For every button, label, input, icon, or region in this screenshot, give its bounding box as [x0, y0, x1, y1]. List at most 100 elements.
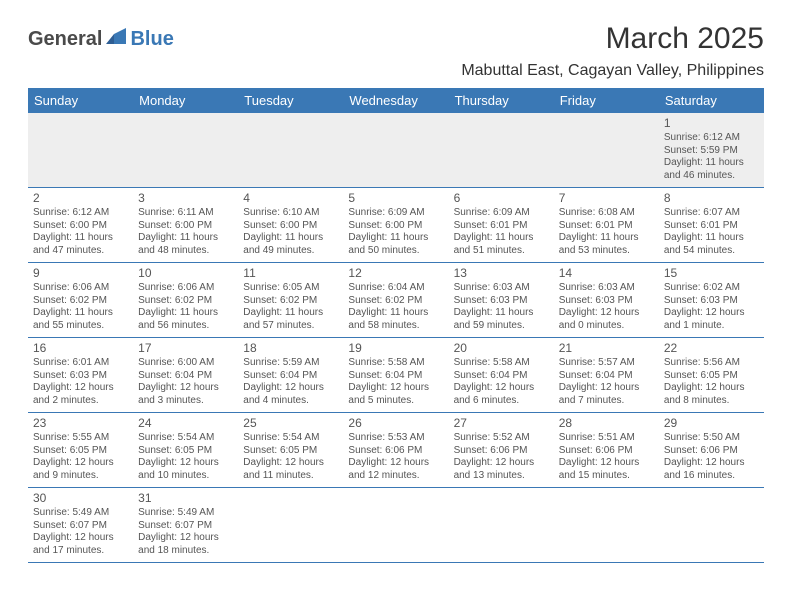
empty-cell — [28, 113, 133, 187]
day-number: 18 — [243, 341, 338, 355]
sunset-text: Sunset: 6:03 PM — [559, 295, 654, 308]
daylight-text: and 50 minutes. — [348, 245, 443, 258]
day-number: 14 — [559, 266, 654, 280]
daylight-text: Daylight: 12 hours — [138, 382, 233, 395]
day-header-wed: Wednesday — [343, 88, 448, 113]
logo: General Blue — [28, 28, 174, 51]
day-cell: 31Sunrise: 5:49 AMSunset: 6:07 PMDayligh… — [133, 488, 238, 562]
sunrise-text: Sunrise: 5:59 AM — [243, 357, 338, 370]
daylight-text: Daylight: 12 hours — [454, 382, 549, 395]
sunset-text: Sunset: 6:04 PM — [454, 370, 549, 383]
day-number: 12 — [348, 266, 443, 280]
empty-cell — [449, 113, 554, 187]
sunset-text: Sunset: 6:06 PM — [348, 445, 443, 458]
day-cell: 4Sunrise: 6:10 AMSunset: 6:00 PMDaylight… — [238, 188, 343, 262]
week-row: 9Sunrise: 6:06 AMSunset: 6:02 PMDaylight… — [28, 263, 764, 338]
empty-cell — [343, 488, 448, 562]
day-cell: 19Sunrise: 5:58 AMSunset: 6:04 PMDayligh… — [343, 338, 448, 412]
day-header-tue: Tuesday — [238, 88, 343, 113]
sunrise-text: Sunrise: 6:12 AM — [33, 207, 128, 220]
sunrise-text: Sunrise: 6:01 AM — [33, 357, 128, 370]
day-cell: 2Sunrise: 6:12 AMSunset: 6:00 PMDaylight… — [28, 188, 133, 262]
day-number: 8 — [664, 191, 759, 205]
empty-cell — [554, 113, 659, 187]
empty-cell — [133, 113, 238, 187]
sunset-text: Sunset: 6:02 PM — [33, 295, 128, 308]
daylight-text: Daylight: 12 hours — [559, 382, 654, 395]
daylight-text: Daylight: 11 hours — [348, 307, 443, 320]
week-row: 23Sunrise: 5:55 AMSunset: 6:05 PMDayligh… — [28, 413, 764, 488]
sunset-text: Sunset: 6:07 PM — [33, 520, 128, 533]
daylight-text: and 13 minutes. — [454, 470, 549, 483]
daylight-text: Daylight: 12 hours — [664, 307, 759, 320]
sunset-text: Sunset: 6:07 PM — [138, 520, 233, 533]
daylight-text: and 48 minutes. — [138, 245, 233, 258]
sunrise-text: Sunrise: 5:58 AM — [348, 357, 443, 370]
sunset-text: Sunset: 6:00 PM — [138, 220, 233, 233]
sunset-text: Sunset: 6:02 PM — [243, 295, 338, 308]
daylight-text: Daylight: 12 hours — [243, 457, 338, 470]
sunrise-text: Sunrise: 5:52 AM — [454, 432, 549, 445]
day-cell: 26Sunrise: 5:53 AMSunset: 6:06 PMDayligh… — [343, 413, 448, 487]
logo-text-general: General — [28, 28, 102, 51]
daylight-text: and 11 minutes. — [243, 470, 338, 483]
sunset-text: Sunset: 6:04 PM — [243, 370, 338, 383]
day-header-sun: Sunday — [28, 88, 133, 113]
sunrise-text: Sunrise: 5:49 AM — [138, 507, 233, 520]
daylight-text: and 47 minutes. — [33, 245, 128, 258]
daylight-text: and 57 minutes. — [243, 320, 338, 333]
daylight-text: Daylight: 11 hours — [454, 232, 549, 245]
empty-cell — [238, 488, 343, 562]
daylight-text: and 12 minutes. — [348, 470, 443, 483]
day-number: 15 — [664, 266, 759, 280]
sunset-text: Sunset: 6:05 PM — [138, 445, 233, 458]
week-row: 16Sunrise: 6:01 AMSunset: 6:03 PMDayligh… — [28, 338, 764, 413]
sunrise-text: Sunrise: 5:55 AM — [33, 432, 128, 445]
daylight-text: and 18 minutes. — [138, 545, 233, 558]
day-cell: 21Sunrise: 5:57 AMSunset: 6:04 PMDayligh… — [554, 338, 659, 412]
day-number: 23 — [33, 416, 128, 430]
day-cell: 15Sunrise: 6:02 AMSunset: 6:03 PMDayligh… — [659, 263, 764, 337]
sunrise-text: Sunrise: 5:51 AM — [559, 432, 654, 445]
day-cell: 23Sunrise: 5:55 AMSunset: 6:05 PMDayligh… — [28, 413, 133, 487]
sunset-text: Sunset: 6:05 PM — [243, 445, 338, 458]
sunset-text: Sunset: 6:04 PM — [348, 370, 443, 383]
sunset-text: Sunset: 6:00 PM — [33, 220, 128, 233]
daylight-text: Daylight: 12 hours — [348, 382, 443, 395]
sunset-text: Sunset: 6:01 PM — [664, 220, 759, 233]
daylight-text: and 58 minutes. — [348, 320, 443, 333]
day-cell: 25Sunrise: 5:54 AMSunset: 6:05 PMDayligh… — [238, 413, 343, 487]
daylight-text: and 6 minutes. — [454, 395, 549, 408]
sunrise-text: Sunrise: 6:02 AM — [664, 282, 759, 295]
daylight-text: and 15 minutes. — [559, 470, 654, 483]
sunset-text: Sunset: 6:01 PM — [559, 220, 654, 233]
sunset-text: Sunset: 6:00 PM — [348, 220, 443, 233]
day-number: 17 — [138, 341, 233, 355]
day-cell: 17Sunrise: 6:00 AMSunset: 6:04 PMDayligh… — [133, 338, 238, 412]
day-cell: 29Sunrise: 5:50 AMSunset: 6:06 PMDayligh… — [659, 413, 764, 487]
day-cell: 18Sunrise: 5:59 AMSunset: 6:04 PMDayligh… — [238, 338, 343, 412]
daylight-text: and 1 minute. — [664, 320, 759, 333]
day-number: 25 — [243, 416, 338, 430]
sunrise-text: Sunrise: 6:11 AM — [138, 207, 233, 220]
daylight-text: and 10 minutes. — [138, 470, 233, 483]
daylight-text: and 46 minutes. — [664, 170, 759, 183]
sunrise-text: Sunrise: 5:49 AM — [33, 507, 128, 520]
daylight-text: Daylight: 12 hours — [348, 457, 443, 470]
sunset-text: Sunset: 6:06 PM — [559, 445, 654, 458]
day-number: 24 — [138, 416, 233, 430]
sunset-text: Sunset: 6:05 PM — [664, 370, 759, 383]
day-number: 11 — [243, 266, 338, 280]
day-number: 7 — [559, 191, 654, 205]
sunrise-text: Sunrise: 6:09 AM — [348, 207, 443, 220]
day-header-row: Sunday Monday Tuesday Wednesday Thursday… — [28, 88, 764, 113]
day-number: 10 — [138, 266, 233, 280]
daylight-text: Daylight: 11 hours — [138, 232, 233, 245]
daylight-text: Daylight: 12 hours — [33, 382, 128, 395]
daylight-text: Daylight: 11 hours — [243, 307, 338, 320]
daylight-text: Daylight: 12 hours — [33, 457, 128, 470]
day-header-thu: Thursday — [449, 88, 554, 113]
sunset-text: Sunset: 6:03 PM — [454, 295, 549, 308]
sunrise-text: Sunrise: 5:50 AM — [664, 432, 759, 445]
daylight-text: and 49 minutes. — [243, 245, 338, 258]
